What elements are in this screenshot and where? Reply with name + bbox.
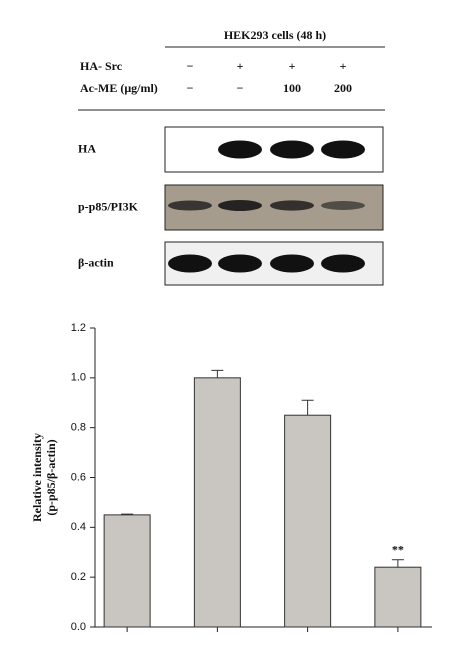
significance: ** bbox=[392, 542, 404, 556]
blot-band bbox=[321, 254, 365, 273]
blot-band bbox=[218, 140, 262, 159]
treatment-label: Ac-ME (μg/ml) bbox=[80, 81, 158, 95]
bar bbox=[193, 377, 241, 628]
y-axis-label: (p-p85/β-actin) bbox=[44, 439, 58, 515]
bar bbox=[284, 414, 332, 628]
treatment-value: − bbox=[187, 59, 194, 73]
blot-band bbox=[168, 254, 212, 273]
blot-label: p-p85/PI3K bbox=[78, 199, 139, 213]
y-tick-label: 1.0 bbox=[71, 372, 86, 384]
treatment-value: − bbox=[237, 81, 244, 95]
error-bar bbox=[301, 399, 314, 416]
y-tick-label: 1.2 bbox=[71, 322, 86, 334]
error-bar bbox=[121, 513, 134, 515]
treatment-value: + bbox=[237, 59, 244, 73]
treatment-value: + bbox=[289, 59, 296, 73]
error-bar bbox=[211, 369, 224, 378]
blot-band bbox=[321, 201, 365, 210]
y-tick-label: 0.2 bbox=[71, 571, 86, 583]
treatment-value: + bbox=[340, 59, 347, 73]
blot-band bbox=[270, 254, 314, 273]
y-tick-label: 0.6 bbox=[71, 471, 86, 483]
error-bar bbox=[391, 559, 404, 568]
blot-band bbox=[321, 140, 365, 159]
y-axis-label: Relative intensity bbox=[30, 433, 44, 522]
blot-band bbox=[270, 200, 314, 211]
treatment-label: HA- Src bbox=[80, 59, 123, 73]
y-tick-label: 0.0 bbox=[71, 621, 86, 633]
treatment-value: 200 bbox=[334, 81, 352, 95]
blot-label: HA bbox=[78, 141, 96, 155]
blot-band bbox=[218, 254, 262, 273]
blot-band bbox=[168, 200, 212, 211]
y-tick-label: 0.4 bbox=[71, 521, 86, 533]
blot-band bbox=[218, 199, 262, 212]
bar bbox=[103, 514, 151, 628]
blot-band bbox=[270, 140, 314, 159]
blot-label: β-actin bbox=[78, 255, 114, 269]
treatment-value: − bbox=[187, 81, 194, 95]
treatment-value: 100 bbox=[283, 81, 301, 95]
header: HEK293 cells (48 h) bbox=[224, 28, 326, 42]
bar bbox=[374, 566, 422, 628]
y-tick-label: 0.8 bbox=[71, 422, 86, 434]
